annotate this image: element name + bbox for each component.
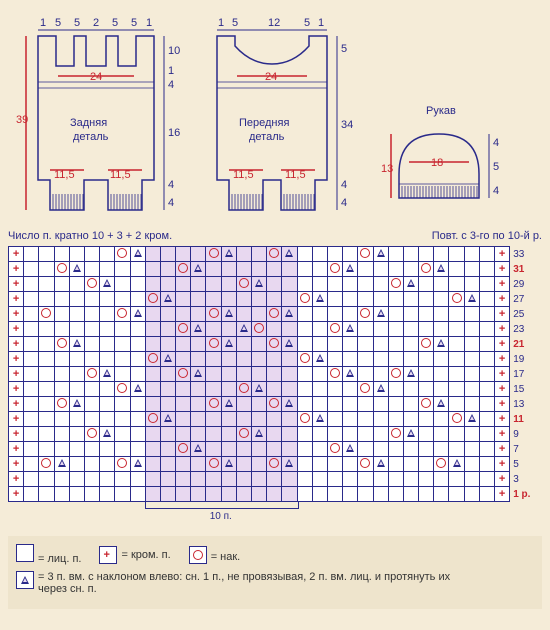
svg-text:1: 1 xyxy=(168,65,174,77)
legend-edge: = кром. п. xyxy=(121,549,170,561)
svg-text:1: 1 xyxy=(146,17,152,29)
svg-text:34: 34 xyxy=(341,119,353,131)
repeat-bracket xyxy=(145,502,299,509)
svg-text:Рукав: Рукав xyxy=(426,105,456,117)
svg-text:18: 18 xyxy=(431,157,443,169)
svg-text:5: 5 xyxy=(304,17,310,29)
front-piece: 151251 24 11,5 11,5 5 34 4 4 Передняя де… xyxy=(197,8,357,218)
svg-text:11,5: 11,5 xyxy=(285,169,306,181)
chart-note-left: Число п. кратно 10 + 3 + 2 кром. xyxy=(8,230,172,242)
svg-text:4: 4 xyxy=(168,179,174,191)
svg-text:4: 4 xyxy=(493,137,499,149)
back-inner-w: 24 xyxy=(90,71,102,83)
svg-text:24: 24 xyxy=(265,71,277,83)
svg-text:5: 5 xyxy=(55,17,61,29)
chart-header: Число п. кратно 10 + 3 + 2 кром. Повт. с… xyxy=(8,230,542,242)
svg-text:5: 5 xyxy=(493,161,499,173)
svg-text:5: 5 xyxy=(131,17,137,29)
svg-text:деталь: деталь xyxy=(249,131,285,143)
legend-dec: = 3 п. вм. с наклоном влево: сн. 1 п., н… xyxy=(38,571,478,595)
svg-text:4: 4 xyxy=(168,79,174,91)
svg-text:2: 2 xyxy=(93,17,99,29)
svg-text:5: 5 xyxy=(112,17,118,29)
svg-text:12: 12 xyxy=(268,17,280,29)
svg-text:1: 1 xyxy=(218,17,224,29)
legend-yo: = нак. xyxy=(211,551,241,563)
legend-knit: = лиц. п. xyxy=(38,553,81,565)
svg-text:5: 5 xyxy=(74,17,80,29)
schematics-row: 1552551 39 24 11,5 11,5 10 1 4 16 4 4 За… xyxy=(8,8,542,218)
legend: = лиц. п. += кром. п. = нак. = 3 п. вм. … xyxy=(8,536,542,609)
sleeve-piece: Рукав 18 13 4 5 4 xyxy=(371,98,521,218)
svg-text:4: 4 xyxy=(341,179,347,191)
svg-text:1: 1 xyxy=(318,17,324,29)
svg-text:16: 16 xyxy=(168,127,180,139)
svg-text:10: 10 xyxy=(168,45,180,57)
svg-text:4: 4 xyxy=(493,185,499,197)
back-bl: 11,5 xyxy=(54,169,75,181)
back-label: Задняя xyxy=(70,117,107,129)
svg-text:5: 5 xyxy=(341,43,347,55)
stitch-chart: ++33++31++29++27++25++23++21++19++17++15… xyxy=(8,246,536,502)
back-br: 11,5 xyxy=(110,169,131,181)
svg-text:5: 5 xyxy=(232,17,238,29)
svg-text:1: 1 xyxy=(40,17,46,29)
svg-text:Передняя: Передняя xyxy=(239,117,289,129)
back-piece: 1552551 39 24 11,5 11,5 10 1 4 16 4 4 За… xyxy=(8,8,183,218)
repeat-label: 10 п. xyxy=(145,511,297,522)
svg-text:деталь: деталь xyxy=(73,131,109,143)
svg-text:4: 4 xyxy=(168,197,174,209)
chart-note-right: Повт. с 3-го по 10-й р. xyxy=(432,230,542,242)
svg-text:4: 4 xyxy=(341,197,347,209)
svg-text:11,5: 11,5 xyxy=(233,169,254,181)
